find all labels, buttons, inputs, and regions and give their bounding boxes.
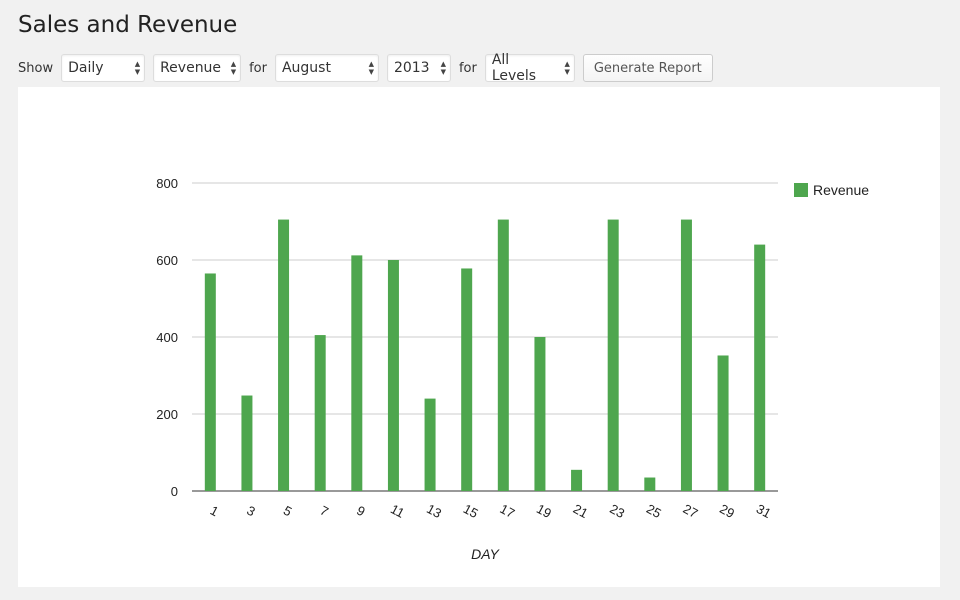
bar-day-31[interactable] [754, 244, 766, 491]
x-tick-label: 27 [681, 501, 701, 521]
show-label: Show [18, 60, 54, 76]
bar-day-5[interactable] [278, 219, 290, 491]
grid-lines [192, 182, 778, 492]
year-select-value: 2013 [393, 60, 430, 76]
bar-day-11[interactable] [387, 260, 399, 491]
x-tick-label: 21 [571, 501, 591, 521]
month-select[interactable]: August ▲ ▼ [274, 54, 379, 82]
bar-day-15[interactable] [461, 268, 473, 491]
bar-day-23[interactable] [607, 219, 619, 491]
x-tick-label: 11 [388, 501, 407, 521]
x-tick-labels: 1 3 5 7 9 11 13 15 17 19 21 23 25 27 29 31 [208, 501, 774, 521]
metric-select-value: Revenue [160, 60, 222, 76]
y-tick-label: 600 [156, 253, 178, 268]
metric-select[interactable]: Revenue ▲ ▼ [153, 54, 242, 82]
x-tick-label: 15 [461, 501, 481, 521]
x-tick-label: 23 [607, 501, 627, 521]
for-label-month: for [249, 60, 267, 76]
level-select-value: All Levels [491, 52, 537, 84]
legend: Revenue [794, 182, 869, 198]
x-tick-label: 7 [318, 503, 331, 520]
y-tick-label: 200 [156, 407, 178, 422]
period-select-value: Daily [68, 60, 104, 76]
legend-swatch [794, 183, 808, 197]
month-select-value: August [281, 60, 331, 76]
x-tick-label: 9 [354, 503, 367, 520]
x-tick-label: 1 [208, 503, 221, 520]
y-tick-labels: 0 200 400 600 800 [156, 176, 178, 499]
year-select[interactable]: 2013 ▲ ▼ [386, 54, 451, 82]
y-tick-label: 800 [156, 176, 178, 191]
bar-day-21[interactable] [571, 469, 583, 491]
y-tick-label: 0 [171, 484, 178, 499]
bars [204, 219, 766, 491]
for-label-level: for [458, 60, 477, 76]
chart-panel: 0 200 400 600 800 1 3 5 7 9 11 13 15 17 19 21 23 25 27 29 3… [18, 87, 940, 587]
select-arrows-icon: ▲ ▼ [368, 60, 374, 76]
x-tick-label: 25 [644, 501, 664, 521]
report-toolbar: Show Daily ▲ ▼ Revenue ▲ ▼ for August ▲ ▼ 2… [18, 52, 713, 84]
bar-day-1[interactable] [204, 273, 216, 491]
bar-day-25[interactable] [644, 477, 656, 491]
x-axis-title: DAY [471, 546, 500, 562]
bar-day-13[interactable] [424, 398, 436, 491]
generate-report-button[interactable]: Generate Report [582, 54, 713, 82]
period-select[interactable]: Daily ▲ ▼ [61, 54, 146, 82]
page-title: Sales and Revenue [18, 12, 238, 38]
select-arrows-icon: ▲ ▼ [230, 60, 237, 76]
select-arrows-icon: ▲ ▼ [564, 60, 570, 76]
bar-day-7[interactable] [314, 335, 326, 491]
x-tick-label: 19 [534, 501, 554, 521]
level-select[interactable]: All Levels ▲ ▼ [484, 52, 575, 84]
bar-day-27[interactable] [680, 219, 692, 491]
select-arrows-icon: ▲ ▼ [134, 60, 141, 76]
x-tick-label: 5 [281, 503, 294, 520]
legend-label: Revenue [813, 182, 869, 198]
bar-day-19[interactable] [534, 337, 546, 491]
select-arrows-icon: ▲ ▼ [440, 60, 446, 76]
x-tick-label: 17 [498, 501, 518, 521]
bar-day-3[interactable] [241, 395, 253, 491]
x-tick-label: 3 [244, 503, 257, 520]
x-tick-label: 29 [717, 501, 737, 521]
bar-day-9[interactable] [351, 255, 363, 491]
bar-day-29[interactable] [717, 355, 729, 491]
x-tick-label: 31 [754, 501, 774, 521]
x-tick-label: 13 [424, 501, 444, 521]
y-tick-label: 400 [156, 330, 178, 345]
bar-day-17[interactable] [497, 219, 509, 491]
